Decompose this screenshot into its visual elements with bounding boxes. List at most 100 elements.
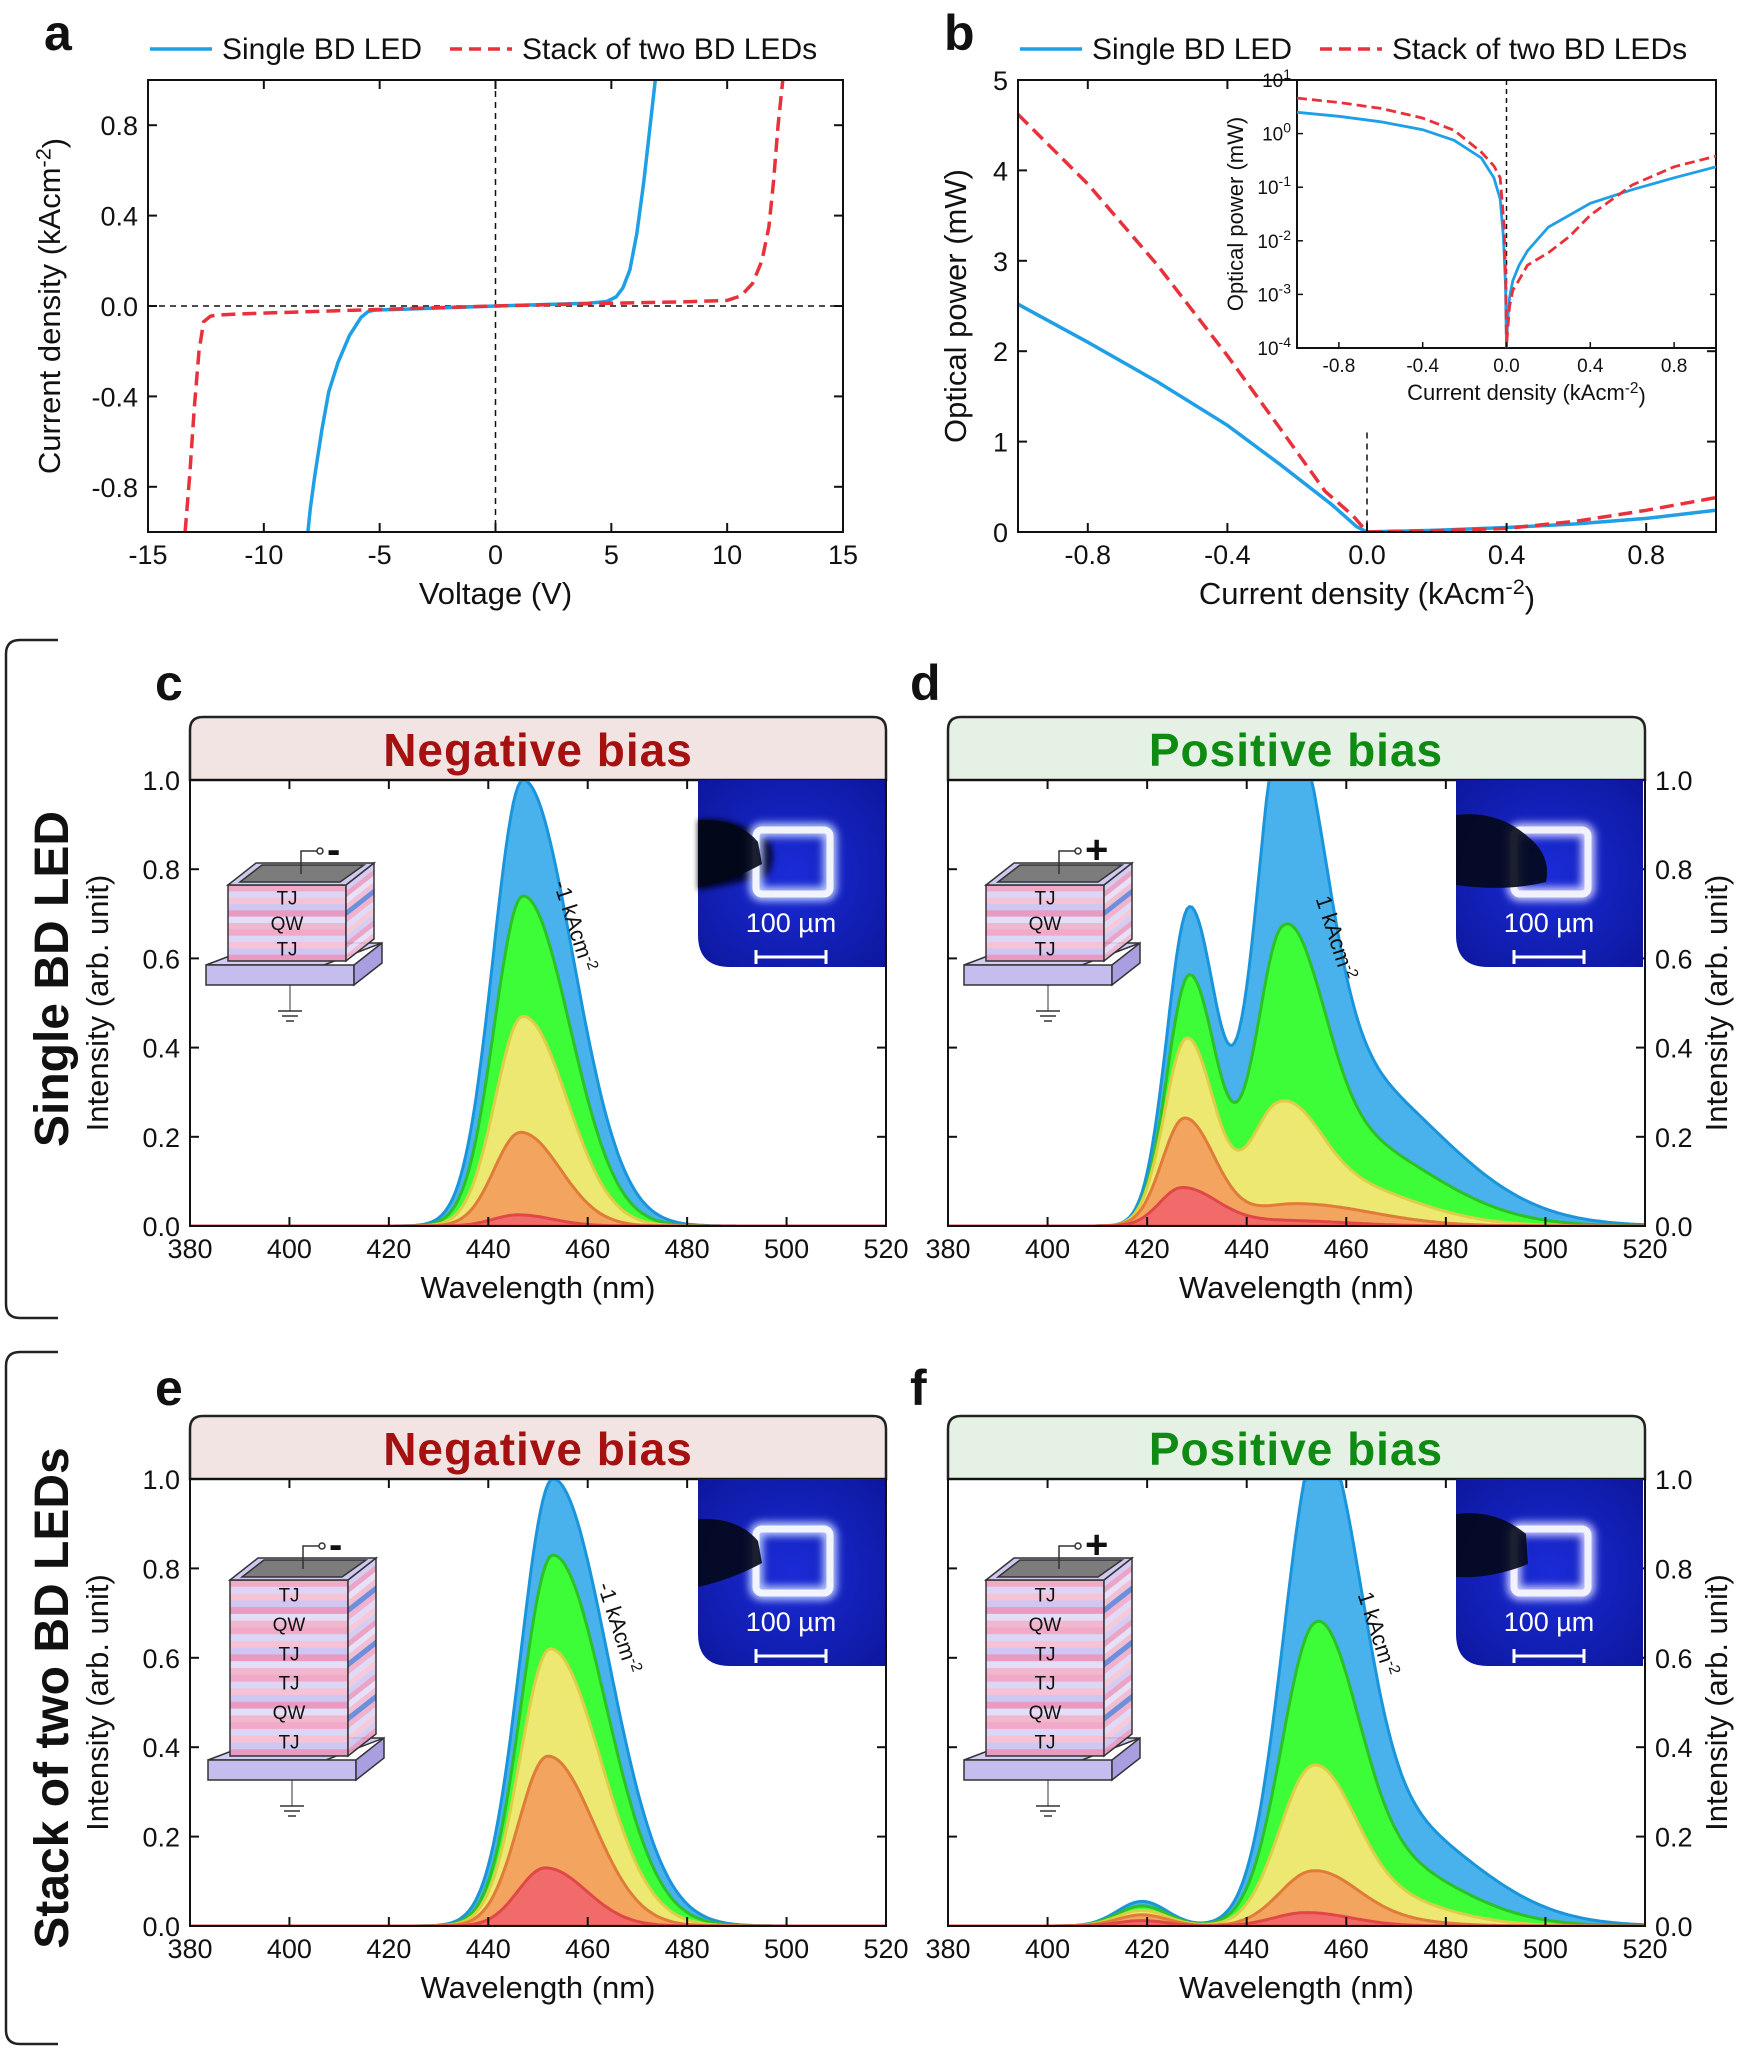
x-tick-label: 420 — [1125, 1934, 1170, 1964]
y-axis-title: Current density (kAcm-2) — [30, 138, 71, 474]
device-layer-stripe — [228, 910, 346, 918]
x-tick-label: 0.8 — [1627, 540, 1665, 570]
panel-letter-b: b — [944, 5, 975, 61]
scale-bar-label: 100 µm — [746, 908, 837, 938]
y-tick-label: 0.0 — [1655, 1912, 1693, 1942]
legend-label: Single BD LED — [222, 33, 422, 66]
device-layer-stripe — [986, 1715, 1104, 1723]
y-tick-label: 0.8 — [1655, 855, 1693, 885]
device-layer-stripe — [230, 1627, 348, 1635]
device-side-stripe — [348, 1720, 376, 1750]
device-layer-stripe — [230, 1580, 348, 1588]
x-tick-label: 480 — [665, 1234, 710, 1264]
device-layer-stripe — [228, 916, 346, 924]
scale-bar — [1512, 950, 1586, 964]
x-axis-title: Voltage (V) — [419, 576, 572, 611]
device-layer-label: QW — [1029, 1703, 1062, 1724]
device-side-stripe — [1104, 1646, 1132, 1675]
device-wire — [302, 1545, 319, 1569]
x-tick-label: 520 — [1622, 1934, 1667, 1964]
y-tick-label: 0.2 — [1655, 1823, 1693, 1853]
scale-bar — [754, 950, 828, 964]
device-side-stripe — [348, 1585, 376, 1614]
x-tick-label: 520 — [863, 1934, 908, 1964]
inset-y-tick-label: 101 — [1262, 66, 1291, 92]
device-side-stripe — [1104, 1659, 1132, 1689]
device-side-stripe — [1104, 1713, 1132, 1743]
device-side-stripe — [1104, 932, 1132, 961]
device-layer-stripe — [230, 1695, 348, 1703]
device-side-stripe — [1104, 1639, 1132, 1668]
device-terminal-sign: + — [1085, 828, 1108, 872]
y-tick-label: 0.8 — [1655, 1554, 1693, 1584]
device-substrate-side — [1111, 941, 1141, 987]
device-side-stripe — [348, 1598, 376, 1628]
device-layer-stripe — [986, 1735, 1104, 1743]
chart-panel-b: -0.8 -0.4 0.0 0.4 0.8 0 1 2 3 4 5 Current density (… — [938, 33, 1717, 615]
x-tick-label: 400 — [1025, 1234, 1070, 1264]
x-tick-label: 420 — [1125, 1234, 1170, 1264]
device-side-stripe — [348, 1686, 376, 1716]
device-layer-label: TJ — [278, 1732, 299, 1753]
banner-positive-label: Positive bias — [1149, 724, 1443, 776]
x-tick-label: 440 — [1224, 1934, 1269, 1964]
device-terminal-sign: - — [329, 1523, 342, 1567]
y-tick-label: 0.4 — [142, 1733, 180, 1763]
device-side-stripe — [1104, 913, 1132, 942]
device-layer-stripe — [986, 954, 1104, 962]
device-side-stripe — [1104, 1693, 1132, 1723]
device-layer-stripe — [230, 1728, 348, 1737]
device-contact-pad — [995, 864, 1125, 883]
y-tick-label: 1.0 — [1655, 766, 1693, 796]
device-contact-pad — [995, 1559, 1125, 1578]
device-layer-label: QW — [273, 1615, 306, 1636]
device-side-stripe — [348, 1618, 376, 1648]
spectrum-area-4 — [190, 1130, 886, 1226]
spectrum-area-3 — [190, 1014, 886, 1226]
device-layer-stripe — [986, 1728, 1104, 1737]
x-tick-label: 500 — [1523, 1934, 1568, 1964]
device-side-stripe — [346, 932, 374, 961]
x-tick-label: -15 — [128, 540, 167, 570]
y-axis-title: Intensity (arb. unit) — [80, 1574, 115, 1831]
device-substrate-front — [963, 1759, 1113, 1781]
x-tick-label: 400 — [267, 1234, 312, 1264]
device-layer-stripe — [986, 1668, 1104, 1676]
device-layer-stripe — [230, 1701, 348, 1710]
device-layer-stripe — [986, 1674, 1104, 1683]
inset-y-title: Optical power (mW) — [1223, 117, 1248, 311]
device-side-stripe — [1104, 1673, 1132, 1702]
x-tick-label: -0.8 — [1065, 540, 1112, 570]
device-side-stripe — [348, 1558, 376, 1587]
device-layer-stripe — [986, 1695, 1104, 1703]
x-tick-label: 500 — [764, 1934, 809, 1964]
banner-positive-label: Positive bias — [1149, 1423, 1443, 1475]
device-side-stripe — [348, 1713, 376, 1743]
device-layer-stripe — [986, 1620, 1104, 1628]
device-side-stripe — [348, 1639, 376, 1668]
device-layer-stripe — [986, 904, 1104, 911]
device-side-stripe — [348, 1612, 376, 1641]
y-tick-label: 0.4 — [1655, 1034, 1693, 1064]
x-tick-label: 520 — [1622, 1234, 1667, 1264]
x-axis-title: Current density (kAcm-2) — [1199, 574, 1535, 615]
series-line-stack — [1018, 113, 1716, 532]
spectrum-area-5 — [948, 1186, 1645, 1226]
x-tick-label: 460 — [1324, 1234, 1369, 1264]
plot-frame — [189, 779, 887, 1227]
device-side-stripe — [1104, 1632, 1132, 1662]
device-side-stripe — [1104, 1625, 1132, 1655]
y-tick-label: 1.0 — [142, 766, 180, 796]
x-tick-label: 5 — [604, 540, 619, 570]
device-wire — [1058, 850, 1075, 874]
emission-photo-e: 100 µm — [698, 1479, 885, 1666]
device-layer-stripe — [986, 1593, 1104, 1601]
x-tick-label: 380 — [167, 1234, 212, 1264]
x-tick-label: 0.0 — [1348, 540, 1386, 570]
inset-x-tick-label: 0.8 — [1661, 356, 1687, 377]
inset-line-single — [1297, 110, 1716, 348]
y-tick-label: 0.0 — [142, 1912, 180, 1942]
y-tick-label: 0.6 — [142, 1644, 180, 1674]
